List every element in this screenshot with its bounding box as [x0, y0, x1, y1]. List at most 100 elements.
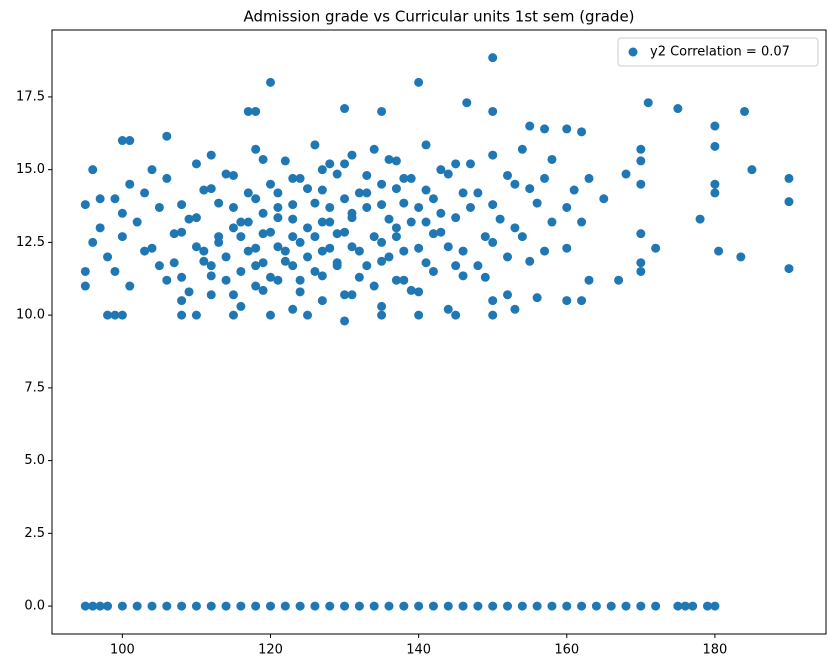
- scatter-point: [540, 246, 550, 256]
- scatter-point: [125, 136, 135, 146]
- scatter-point: [177, 200, 187, 210]
- scatter-point: [488, 53, 498, 63]
- scatter-point: [288, 232, 298, 242]
- scatter-point: [236, 301, 246, 311]
- scatter-point: [80, 200, 90, 210]
- scatter-point: [362, 202, 372, 212]
- scatter-point: [295, 237, 305, 247]
- scatter-point: [503, 290, 513, 300]
- scatter-point: [332, 261, 342, 271]
- scatter-point: [428, 229, 438, 239]
- x-tick-label: 180: [702, 643, 727, 658]
- x-tick-label: 160: [554, 643, 579, 658]
- scatter-point: [377, 237, 387, 247]
- scatter-point: [377, 310, 387, 320]
- scatter-point: [295, 173, 305, 183]
- scatter-point: [317, 185, 327, 195]
- scatter-point: [310, 198, 320, 208]
- scatter-point: [584, 173, 594, 183]
- scatter-point: [621, 601, 631, 611]
- scatter-point: [265, 227, 275, 237]
- scatter-point: [614, 275, 624, 285]
- scatter-point: [258, 154, 268, 164]
- scatter-point: [458, 271, 468, 281]
- y-tick-label: 17.5: [16, 89, 45, 104]
- scatter-point: [95, 601, 105, 611]
- scatter-point: [221, 252, 231, 262]
- scatter-point: [88, 165, 98, 175]
- scatter-point: [377, 200, 387, 210]
- scatter-point: [584, 275, 594, 285]
- scatter-point: [251, 243, 261, 253]
- scatter-point: [695, 214, 705, 224]
- scatter-point: [421, 185, 431, 195]
- scatter-point: [273, 242, 283, 252]
- scatter-point: [236, 217, 246, 227]
- scatter-point: [206, 150, 216, 160]
- scatter-point: [517, 232, 527, 242]
- scatter-point: [510, 304, 520, 314]
- scatter-point: [325, 217, 335, 227]
- scatter-point: [280, 156, 290, 166]
- scatter-point: [228, 310, 238, 320]
- scatter-point: [710, 188, 720, 198]
- scatter-point: [525, 184, 535, 194]
- scatter-point: [391, 232, 401, 242]
- scatter-point: [710, 179, 720, 189]
- scatter-point: [295, 275, 305, 285]
- scatter-point: [347, 290, 357, 300]
- scatter-point: [243, 188, 253, 198]
- scatter-point: [147, 601, 157, 611]
- scatter-point: [651, 601, 661, 611]
- scatter-point: [784, 173, 794, 183]
- scatter-point: [451, 310, 461, 320]
- scatter-point: [117, 232, 127, 242]
- scatter-point: [310, 140, 320, 150]
- scatter-point: [280, 256, 290, 266]
- scatter-point: [377, 179, 387, 189]
- scatter-point: [295, 287, 305, 297]
- scatter-point: [562, 296, 572, 306]
- scatter-point: [303, 184, 313, 194]
- scatter-point: [465, 159, 475, 169]
- scatter-point: [354, 601, 364, 611]
- scatter-point: [488, 237, 498, 247]
- scatter-point: [428, 194, 438, 204]
- scatter-point: [206, 601, 216, 611]
- scatter-point: [214, 198, 224, 208]
- scatter-point: [710, 121, 720, 131]
- scatter-point: [406, 217, 416, 227]
- scatter-point: [384, 601, 394, 611]
- scatter-point: [399, 601, 409, 611]
- scatter-point: [436, 227, 446, 237]
- scatter-point: [688, 601, 698, 611]
- scatter-point: [243, 106, 253, 116]
- scatter-point: [191, 310, 201, 320]
- x-tick-label: 140: [406, 643, 431, 658]
- scatter-point: [458, 601, 468, 611]
- scatter-point: [547, 217, 557, 227]
- scatter-point: [340, 159, 350, 169]
- x-tick-label: 100: [110, 643, 135, 658]
- scatter-point: [414, 310, 424, 320]
- scatter-point: [332, 229, 342, 239]
- scatter-point: [577, 217, 587, 227]
- scatter-point: [443, 304, 453, 314]
- scatter-point: [673, 601, 683, 611]
- scatter-point: [340, 290, 350, 300]
- scatter-point: [532, 293, 542, 303]
- scatter-point: [199, 246, 209, 256]
- scatter-point: [191, 213, 201, 223]
- y-tick-label: 7.5: [24, 380, 45, 395]
- scatter-point: [428, 601, 438, 611]
- scatter-point: [354, 272, 364, 282]
- scatter-point: [288, 261, 298, 271]
- scatter-point: [303, 223, 313, 233]
- scatter-point: [154, 261, 164, 271]
- scatter-point: [421, 140, 431, 150]
- scatter-point: [251, 106, 261, 116]
- scatter-point: [673, 104, 683, 114]
- scatter-point: [569, 185, 579, 195]
- scatter-point: [288, 214, 298, 224]
